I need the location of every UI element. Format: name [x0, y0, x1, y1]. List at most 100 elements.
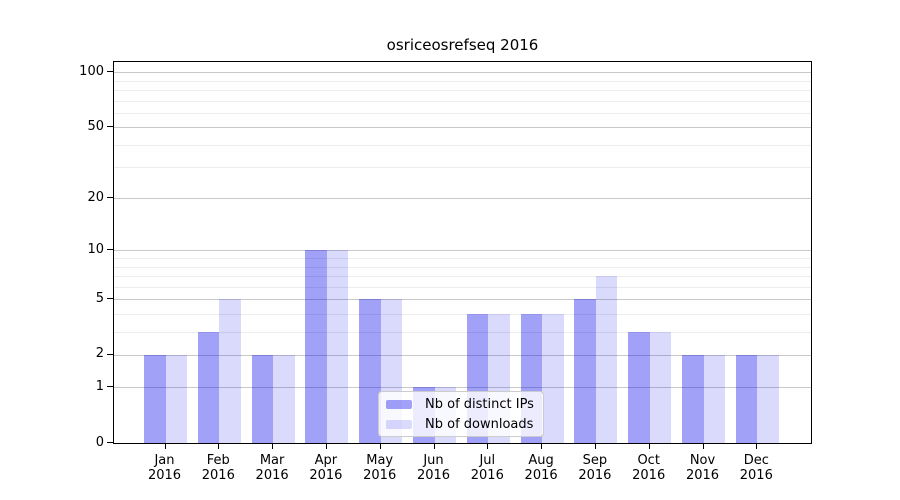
- y-tick-mark: [107, 249, 113, 251]
- bar-may-distinct-ips: [359, 299, 381, 443]
- x-tick-label-jul: Jul 2016: [452, 453, 522, 483]
- bar-oct-downloads: [649, 331, 672, 443]
- bar-feb-downloads: [219, 299, 241, 443]
- y-tick-label: 2: [95, 346, 104, 362]
- x-tick-mark: [164, 444, 166, 449]
- x-tick-year: 2016: [739, 468, 773, 483]
- x-tick-year: 2016: [363, 468, 397, 483]
- x-tick-year: 2016: [685, 468, 720, 483]
- bar-feb-distinct-ips: [197, 331, 220, 443]
- x-tick-month: Apr: [314, 453, 338, 468]
- x-tick-mark: [325, 444, 327, 449]
- x-tick-month: Sep: [582, 453, 608, 468]
- x-tick-mark: [272, 444, 274, 449]
- x-tick-label-dec: Dec 2016: [721, 453, 791, 483]
- major-gridline: [114, 198, 811, 200]
- major-gridline: [114, 72, 811, 74]
- x-tick-mark: [541, 444, 543, 449]
- major-gridline: [114, 354, 811, 356]
- x-tick-month: Mar: [259, 453, 285, 468]
- bar-oct-distinct-ips: [628, 331, 650, 443]
- x-tick-month: Jan: [154, 453, 175, 468]
- y-tick-mark: [107, 71, 113, 73]
- bar-mar-distinct-ips: [251, 354, 274, 443]
- bar-jan-downloads: [165, 354, 187, 443]
- y-tick-label: 5: [95, 290, 104, 306]
- y-tick-mark: [107, 197, 113, 199]
- x-tick-month: Feb: [206, 453, 230, 468]
- legend-label-downloads: Nb of downloads: [425, 416, 534, 432]
- legend: Nb of distinct IPs Nb of downloads: [378, 391, 544, 437]
- distinct-ips-swatch-icon: [386, 399, 412, 409]
- legend-row-distinct-ips: Nb of distinct IPs: [386, 396, 534, 412]
- minor-gridline: [114, 144, 811, 146]
- x-tick-month: Jul: [479, 453, 496, 468]
- y-tick-label: 20: [87, 189, 104, 205]
- minor-gridline: [114, 80, 811, 82]
- x-tick-mark: [756, 444, 758, 449]
- x-tick-month: Oct: [637, 453, 660, 468]
- y-tick-mark: [107, 386, 113, 388]
- bar-sep-distinct-ips: [574, 299, 596, 443]
- minor-gridline: [114, 100, 811, 102]
- bar-sep-downloads: [595, 275, 618, 443]
- x-tick-label-nov: Nov 2016: [668, 453, 738, 483]
- legend-label-distinct-ips: Nb of distinct IPs: [425, 396, 534, 412]
- minor-gridline: [114, 89, 811, 91]
- minor-gridline: [114, 112, 811, 114]
- x-tick-mark: [433, 444, 435, 449]
- x-tick-label-feb: Feb 2016: [183, 453, 253, 483]
- bar-aug-downloads: [542, 313, 564, 443]
- x-tick-label-apr: Apr 2016: [291, 453, 361, 483]
- minor-gridline: [114, 313, 811, 315]
- y-tick-mark: [107, 442, 113, 443]
- minor-gridline: [114, 275, 811, 277]
- bar-apr-distinct-ips: [305, 250, 327, 443]
- x-tick-mark: [379, 444, 381, 449]
- x-tick-month: May: [366, 453, 394, 468]
- x-tick-mark: [594, 444, 596, 449]
- bar-jan-distinct-ips: [144, 354, 166, 443]
- major-gridline: [114, 387, 811, 389]
- x-tick-mark: [487, 444, 489, 449]
- x-tick-year: 2016: [416, 468, 451, 483]
- x-tick-month: Nov: [689, 453, 716, 468]
- legend-row-downloads: Nb of downloads: [386, 417, 533, 432]
- plot-area: [113, 61, 812, 444]
- major-gridline: [114, 299, 811, 300]
- downloads-swatch-icon: [386, 419, 412, 429]
- x-tick-year: 2016: [470, 468, 504, 483]
- bar-dec-distinct-ips: [735, 354, 758, 443]
- x-tick-month: Jun: [423, 453, 444, 468]
- bar-nov-distinct-ips: [682, 354, 704, 443]
- bar-nov-downloads: [703, 354, 725, 443]
- x-tick-mark: [218, 444, 220, 449]
- minor-gridline: [114, 286, 811, 288]
- x-tick-year: 2016: [524, 468, 558, 483]
- x-tick-mark: [702, 444, 704, 449]
- x-tick-label-aug: Aug 2016: [506, 453, 576, 483]
- x-tick-label-mar: Mar 2016: [237, 453, 307, 483]
- minor-gridline: [114, 266, 811, 268]
- y-tick-label: 0: [95, 434, 104, 450]
- y-tick-label: 50: [87, 118, 104, 134]
- x-tick-label-jan: Jan 2016: [130, 453, 200, 483]
- bar-mar-downloads: [273, 354, 295, 443]
- minor-gridline: [114, 331, 811, 333]
- chart-title: osriceosrefseq 2016: [386, 36, 539, 54]
- major-gridline: [114, 127, 811, 129]
- bar-apr-downloads: [326, 250, 349, 443]
- x-tick-month: Aug: [528, 453, 554, 468]
- y-tick-mark: [107, 298, 113, 299]
- y-tick-label: 1: [95, 378, 104, 394]
- x-tick-month: Dec: [743, 453, 769, 468]
- x-tick-year: 2016: [147, 468, 182, 483]
- x-tick-year: 2016: [632, 468, 666, 483]
- minor-gridline: [114, 258, 811, 259]
- x-tick-label-oct: Oct 2016: [614, 453, 684, 483]
- x-tick-year: 2016: [578, 468, 612, 483]
- x-tick-label-jun: Jun 2016: [399, 453, 469, 483]
- y-tick-label: 100: [79, 63, 104, 79]
- x-tick-label-sep: Sep 2016: [560, 453, 630, 483]
